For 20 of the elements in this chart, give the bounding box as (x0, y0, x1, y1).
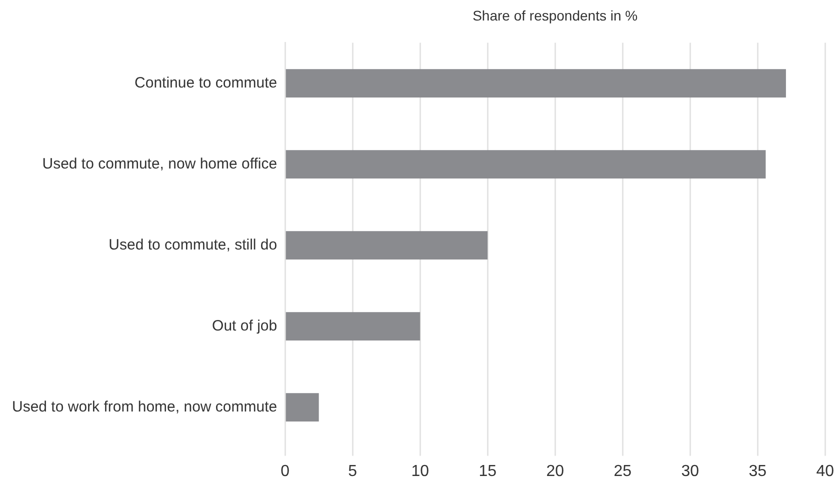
x-tick-label: 40 (816, 462, 834, 480)
bar (286, 312, 420, 340)
x-tick-label: 20 (546, 462, 564, 480)
x-tick-label: 35 (748, 462, 767, 480)
y-tick-label: Used to commute, now home office (42, 155, 278, 172)
x-tick-label: 25 (614, 462, 632, 480)
y-tick-label: Used to commute, still do (108, 236, 278, 254)
y-tick-label: Out of job (212, 317, 278, 334)
bar (286, 150, 766, 178)
x-tick-label: 15 (478, 462, 497, 480)
y-tick-label: Continue to commute (134, 74, 278, 92)
bar (286, 231, 488, 260)
y-tick-label: Used to work from home, now commute (12, 398, 278, 416)
x-axis-title: Share of respondents in % (472, 7, 638, 24)
x-tick-label: 30 (681, 462, 700, 480)
x-tick-label: 10 (411, 462, 430, 480)
bar (286, 393, 319, 422)
x-tick-label: 5 (348, 462, 358, 480)
bar (286, 69, 786, 98)
x-tick-label: 0 (280, 462, 290, 480)
